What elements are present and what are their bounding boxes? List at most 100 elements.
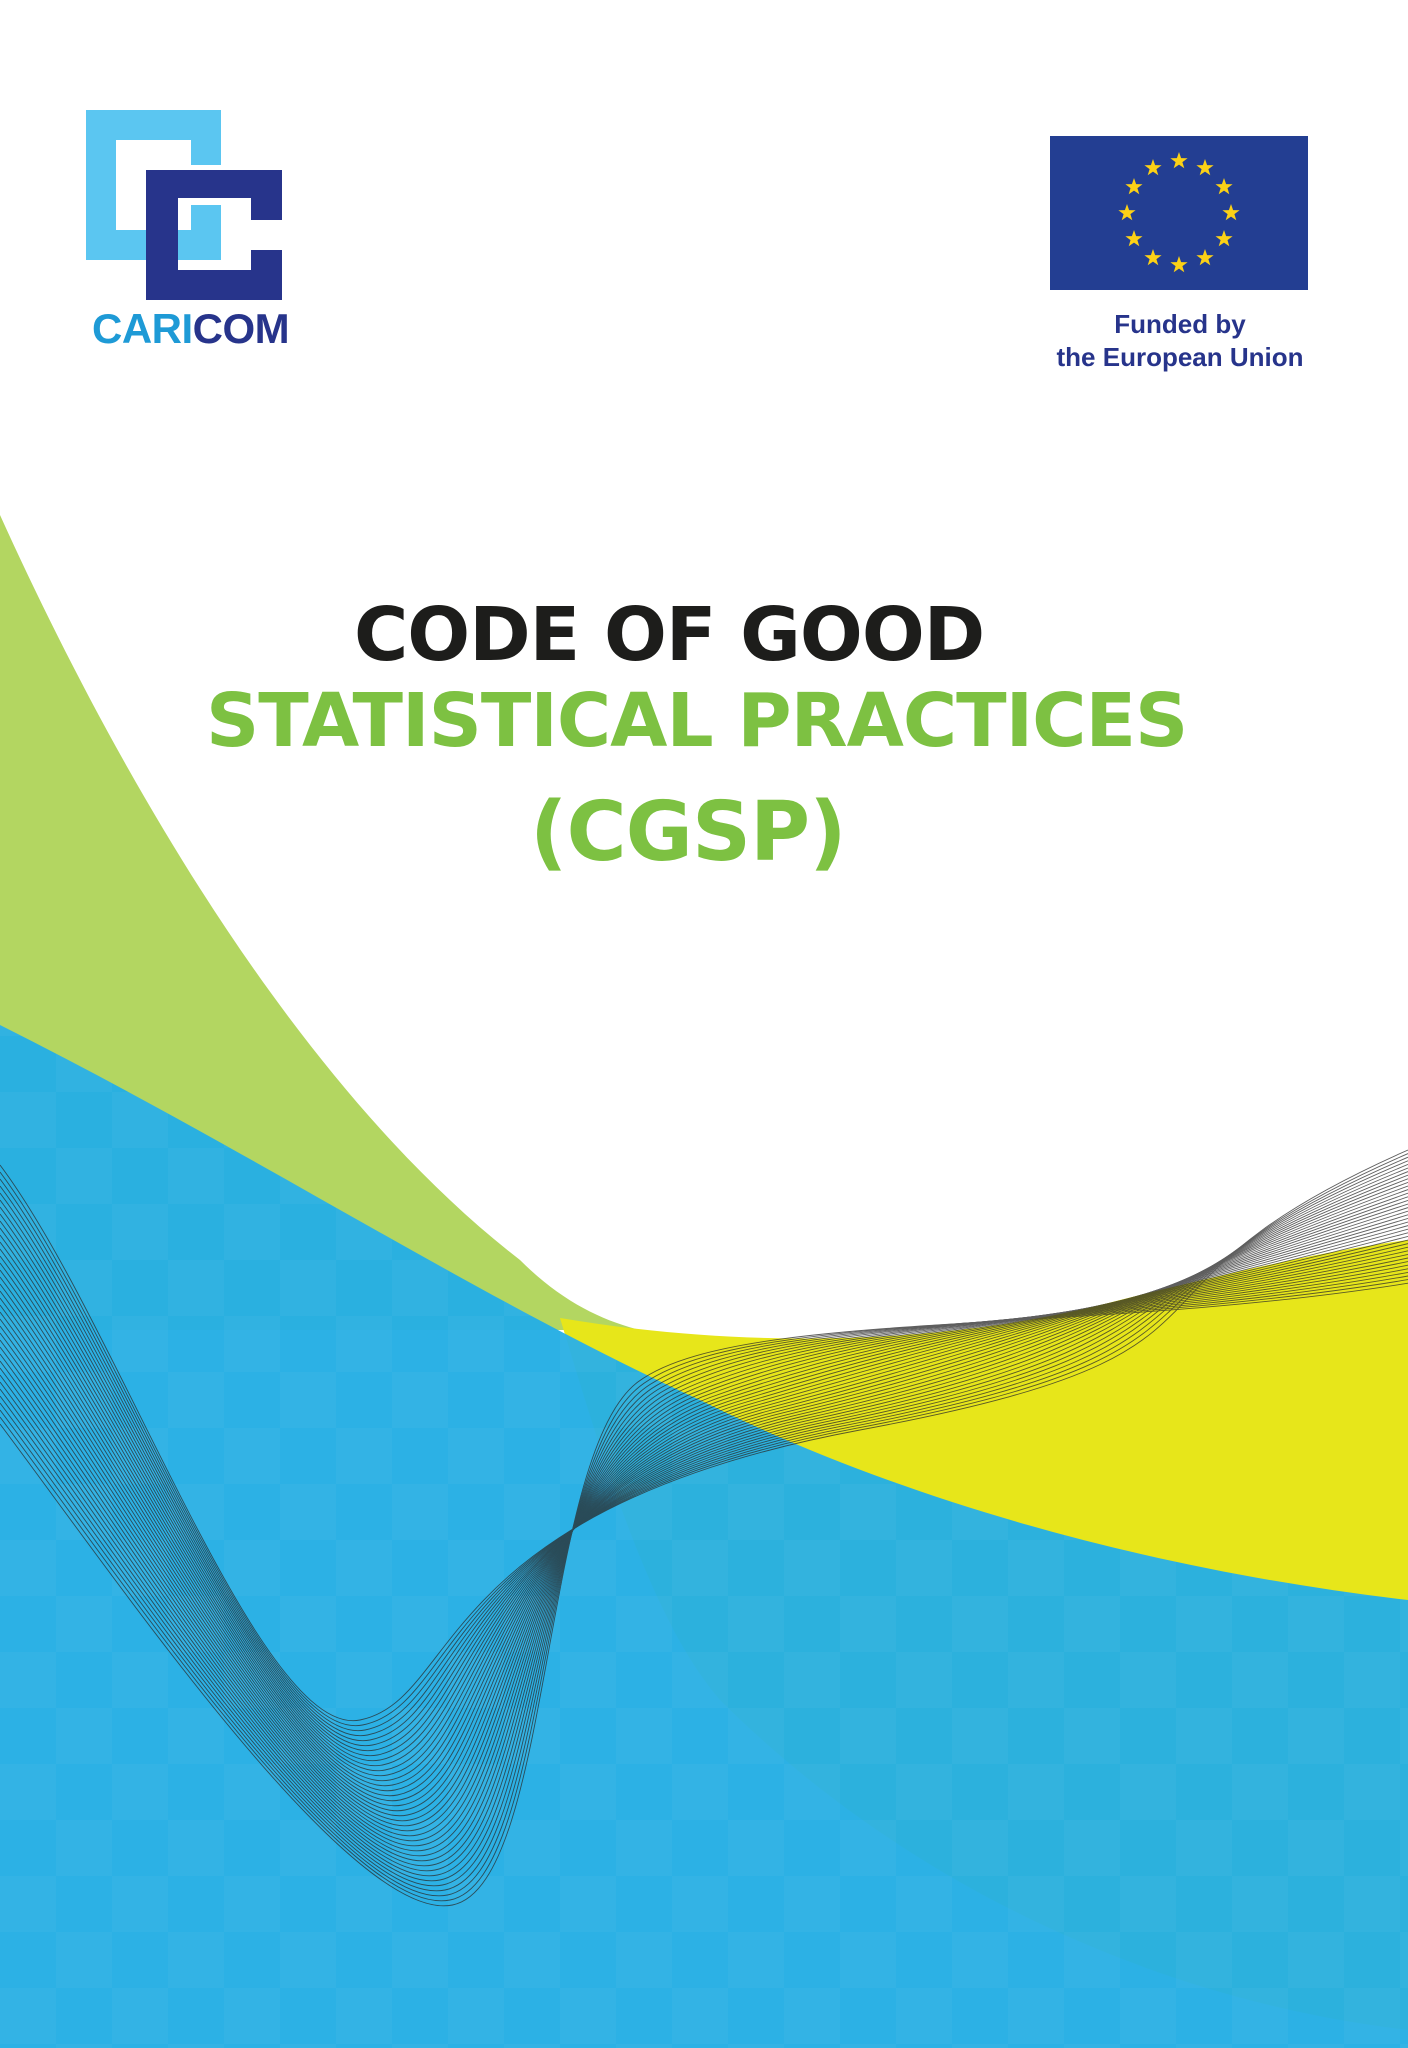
checker-tile [1008, 1540, 1064, 1596]
checker-tile [560, 1204, 616, 1260]
checker-tile [1400, 1036, 1408, 1092]
eu-star-icon [1125, 178, 1143, 195]
checker-tile [840, 1036, 896, 1092]
wave-line [0, 1199, 1408, 1792]
caricom-wordmark-part-b: COM [192, 305, 290, 352]
checker-tile [672, 1876, 728, 1932]
checker-tile [784, 980, 840, 1036]
checker-tile [896, 1876, 952, 1932]
checker-tile [1064, 1148, 1120, 1204]
checker-tile [1232, 1988, 1288, 2044]
checker-tile [728, 1260, 784, 1316]
checker-tile [168, 2044, 224, 2048]
checker-tile [336, 1652, 392, 1708]
checker-tile [1176, 1148, 1232, 1204]
checker-tile [896, 1652, 952, 1708]
checker-tile [1400, 1596, 1408, 1652]
checker-tile [784, 1204, 840, 1260]
checker-tile [504, 1932, 560, 1988]
checker-tile [448, 1092, 504, 1148]
checker-tile [448, 1540, 504, 1596]
checker-tile [0, 1652, 56, 1708]
checker-tile [1288, 1820, 1344, 1876]
wave-line [0, 1232, 1408, 1837]
wave-line [0, 1163, 1408, 1741]
wave-line [0, 1228, 1408, 1832]
checker-tile [392, 1484, 448, 1540]
checker-tile [1008, 1764, 1064, 1820]
checker-tile [1344, 980, 1400, 1036]
checker-tile [1008, 1652, 1064, 1708]
checker-tile [504, 1148, 560, 1204]
checker-tile [1064, 1708, 1120, 1764]
checker-tile [1120, 1204, 1176, 1260]
checker-tile [560, 1988, 616, 2044]
checker-tile [392, 1260, 448, 1316]
checker-tile [616, 1932, 672, 1988]
wave-line [0, 1239, 1408, 1847]
caricom-logo: CARICOM [86, 110, 296, 350]
checker-tile [952, 1820, 1008, 1876]
checker-tile [1008, 1988, 1064, 2044]
checker-tile [336, 1428, 392, 1484]
eu-star-icon [1215, 178, 1233, 195]
checker-tile [168, 1932, 224, 1988]
eu-star-icon [1215, 230, 1233, 247]
checker-tile [224, 1876, 280, 1932]
checker-tile [840, 1260, 896, 1316]
checker-tile [1064, 1036, 1120, 1092]
checker-tile [112, 1652, 168, 1708]
title-line-3: (CGSP) [530, 785, 847, 880]
checker-tile [0, 1092, 56, 1148]
checker-tile [952, 1932, 1008, 1988]
checker-tile [224, 1988, 280, 2044]
checker-tile [112, 1764, 168, 1820]
wave-line [0, 1207, 1408, 1802]
checker-tile [784, 1092, 840, 1148]
checker-tile [1008, 980, 1064, 1036]
checker-tile [392, 2044, 448, 2048]
checker-tile [168, 1148, 224, 1204]
checker-tile [728, 2044, 784, 2048]
caricom-wordmark-part-a: CARI [92, 305, 193, 352]
checker-tile [448, 1316, 504, 1372]
checker-tile [896, 1204, 952, 1260]
checker-tile [1232, 1092, 1288, 1148]
checker-tile [1232, 1652, 1288, 1708]
checker-tile [504, 1372, 560, 1428]
checker-tile [504, 1820, 560, 1876]
checker-tile [616, 1148, 672, 1204]
wave-line [0, 1210, 1408, 1807]
checker-tile [616, 1820, 672, 1876]
wave-line [0, 1225, 1408, 1827]
checker-tile [1344, 1092, 1400, 1148]
checker-tile [672, 980, 728, 1036]
checker-tile [504, 1484, 560, 1540]
checker-tile [952, 1148, 1008, 1204]
checker-tile [224, 1428, 280, 1484]
checker-tile [336, 980, 392, 1036]
wave-line [0, 1282, 1408, 1907]
checker-tile [896, 1540, 952, 1596]
checker-tile [1400, 2044, 1408, 2048]
checker-tile [784, 1540, 840, 1596]
checker-tile [952, 1036, 1008, 1092]
checker-tile [1400, 1820, 1408, 1876]
checker-tile [672, 1092, 728, 1148]
checker-tile [0, 1540, 56, 1596]
checker-tile [56, 1820, 112, 1876]
checker-tile [448, 1988, 504, 2044]
eu-star-icon [1125, 230, 1143, 247]
checker-tile [840, 1932, 896, 1988]
checker-tile [1008, 1092, 1064, 1148]
checker-tile [1288, 1708, 1344, 1764]
checker-tile [1344, 1988, 1400, 2044]
checker-tile [112, 1316, 168, 1372]
checker-tile [1288, 1036, 1344, 1092]
checker-tile [224, 1316, 280, 1372]
checker-tile [168, 1260, 224, 1316]
checker-tile [1288, 2044, 1344, 2048]
checker-tile [392, 1932, 448, 1988]
checker-tile [840, 1596, 896, 1652]
